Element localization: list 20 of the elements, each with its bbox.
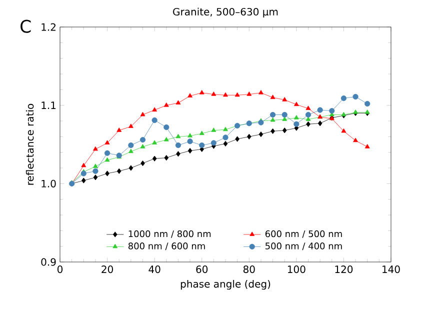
legend-label: 1000 nm / 800 nm xyxy=(128,230,211,238)
x-axis-title: phase angle (deg) xyxy=(180,280,270,290)
y-tick-label: 1.2 xyxy=(42,23,56,31)
x-tick-label: 20 xyxy=(102,266,113,274)
x-tick-label: 0 xyxy=(57,266,63,274)
y-tick-label: 1.0 xyxy=(42,180,56,188)
chart-title: Granite, 500–630 μm xyxy=(173,8,278,18)
legend-label: 600 nm / 500 nm xyxy=(265,230,342,238)
y-axis-title: reflectance ratio xyxy=(26,104,34,185)
legend-label: 500 nm / 400 nm xyxy=(266,242,342,250)
legend-label: 800 nm / 600 nm xyxy=(128,242,205,250)
y-tick-label: 0.9 xyxy=(41,258,56,266)
y-tick-label: 1.1 xyxy=(42,102,56,109)
x-tick-label: 120 xyxy=(335,266,353,274)
x-tick-label: 60 xyxy=(196,266,208,274)
x-tick-label: 100 xyxy=(288,266,306,274)
x-tick-label: 80 xyxy=(243,266,255,274)
x-tick-label: 40 xyxy=(148,266,160,274)
text: C xyxy=(20,20,31,33)
x-tick-label: 140 xyxy=(382,266,400,274)
